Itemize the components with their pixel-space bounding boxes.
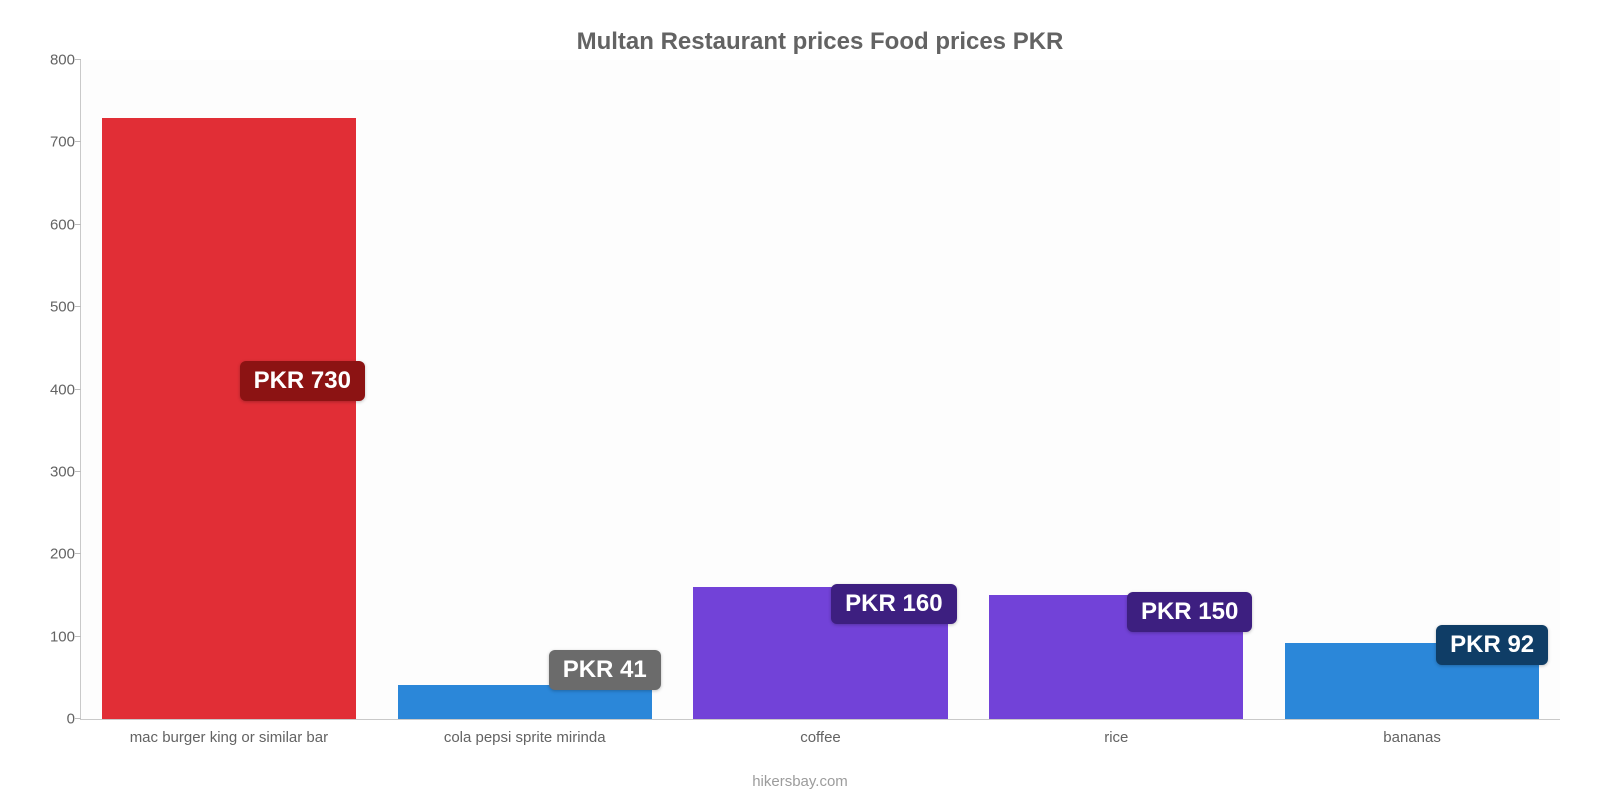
x-tick-label: bananas [1264, 729, 1560, 746]
y-tick-label: 500 [31, 299, 75, 316]
y-tick-label: 100 [31, 628, 75, 645]
y-tick-mark [75, 718, 81, 719]
bar [102, 118, 356, 719]
y-tick-label: 700 [31, 134, 75, 151]
credit-text: hikersbay.com [0, 773, 1600, 790]
bar-value-label: PKR 730 [240, 361, 365, 401]
y-tick-mark [75, 389, 81, 390]
y-tick-mark [75, 471, 81, 472]
y-tick-label: 200 [31, 546, 75, 563]
bar-value-label: PKR 92 [1436, 625, 1548, 665]
bar-value-label: PKR 41 [549, 650, 661, 690]
plot-area: PKR 730mac burger king or similar barPKR… [80, 60, 1560, 720]
x-tick-label: coffee [673, 729, 969, 746]
chart-container: Multan Restaurant prices Food prices PKR… [0, 0, 1600, 800]
bars-group: PKR 730mac burger king or similar barPKR… [81, 60, 1560, 719]
chart-title: Multan Restaurant prices Food prices PKR [80, 28, 1560, 56]
y-tick-mark [75, 59, 81, 60]
y-tick-label: 800 [31, 52, 75, 69]
bar-value-label: PKR 150 [1127, 592, 1252, 632]
y-tick-label: 300 [31, 463, 75, 480]
x-tick-label: cola pepsi sprite mirinda [377, 729, 673, 746]
y-tick-label: 400 [31, 381, 75, 398]
y-tick-mark [75, 306, 81, 307]
y-tick-mark [75, 141, 81, 142]
bar-slot: PKR 160coffee [673, 60, 969, 719]
y-tick-label: 0 [31, 711, 75, 728]
y-tick-mark [75, 553, 81, 554]
bar-slot: PKR 150rice [968, 60, 1264, 719]
bar [398, 685, 652, 719]
y-tick-mark [75, 636, 81, 637]
bar-slot: PKR 41cola pepsi sprite mirinda [377, 60, 673, 719]
x-tick-label: mac burger king or similar bar [81, 729, 377, 746]
y-tick-mark [75, 224, 81, 225]
y-tick-label: 600 [31, 216, 75, 233]
x-tick-label: rice [968, 729, 1264, 746]
bar-slot: PKR 730mac burger king or similar bar [81, 60, 377, 719]
bar-value-label: PKR 160 [831, 584, 956, 624]
bar-slot: PKR 92bananas [1264, 60, 1560, 719]
